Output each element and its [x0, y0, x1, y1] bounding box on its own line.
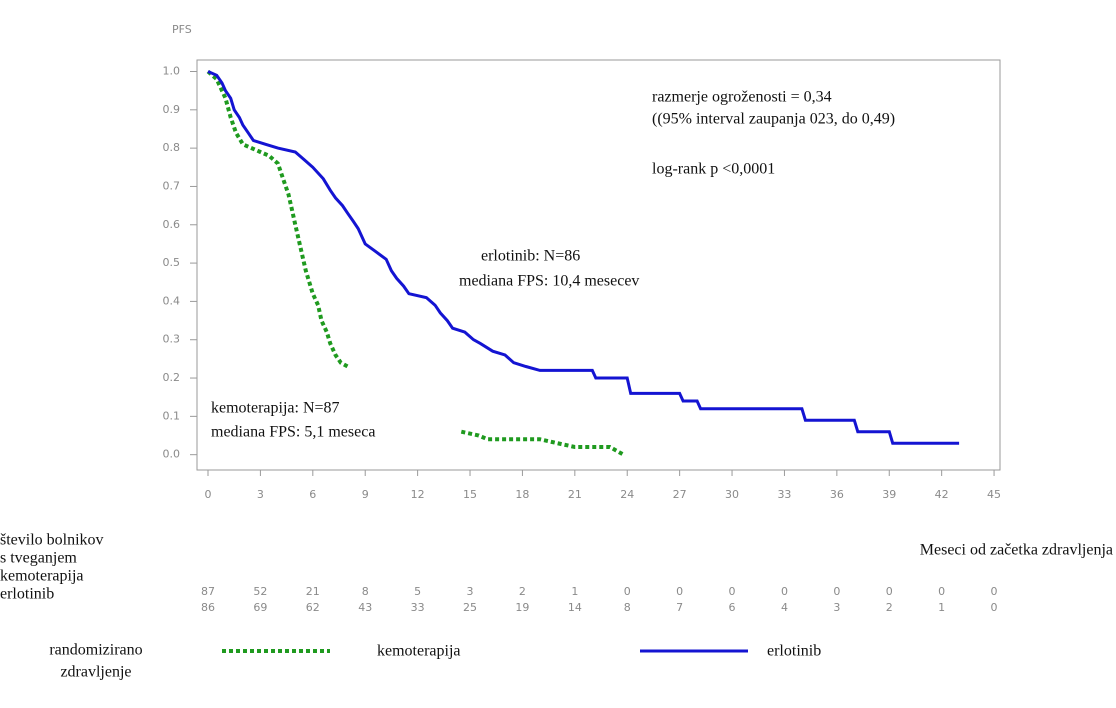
x-axis-label: Meseci od začetka zdravljenja [920, 542, 1113, 559]
annotation: erlotinib: N=86 [481, 248, 580, 265]
y-tick-label: 0.5 [163, 256, 181, 269]
annotation: mediana FPS: 10,4 mesecev [459, 273, 639, 290]
x-tick-label: 3 [257, 488, 264, 501]
y-tick-label: 1.0 [163, 64, 181, 77]
risk-count: 1 [938, 601, 945, 614]
annotation: ((95% interval zaupanja 023, do 0,49) [652, 111, 895, 128]
legend-label: kemoterapija [377, 643, 461, 660]
y-tick-label: 0.9 [163, 103, 181, 116]
y-tick-label: 0.4 [163, 294, 181, 307]
x-tick-label: 39 [882, 488, 896, 501]
risk-count: 0 [624, 585, 631, 598]
risk-count: 0 [729, 585, 736, 598]
y-tick-label: 0.6 [163, 218, 181, 231]
x-tick-label: 6 [309, 488, 316, 501]
risk-count: 0 [886, 585, 893, 598]
x-tick-label: 30 [725, 488, 739, 501]
risk-count: 62 [306, 601, 320, 614]
y-tick-label: 0.0 [163, 448, 181, 461]
risk-table-title: s tveganjem [0, 550, 77, 567]
risk-count: 4 [781, 601, 788, 614]
risk-count: 5 [414, 585, 421, 598]
risk-row-label: kemoterapija [0, 568, 84, 585]
plot-frame [196, 59, 1001, 471]
risk-count: 0 [938, 585, 945, 598]
legend-title: zdravljenje [60, 664, 131, 681]
risk-count: 8 [362, 585, 369, 598]
risk-count: 6 [729, 601, 736, 614]
risk-count: 69 [253, 601, 267, 614]
y-tick-label: 0.3 [163, 333, 181, 346]
risk-count: 21 [306, 585, 320, 598]
risk-count: 2 [519, 585, 526, 598]
y-tick-label: 0.7 [163, 179, 181, 192]
risk-count: 0 [991, 585, 998, 598]
x-tick-label: 15 [463, 488, 477, 501]
risk-count: 14 [568, 601, 582, 614]
risk-count: 3 [467, 585, 474, 598]
x-tick-label: 45 [987, 488, 1001, 501]
y-tick-label: 0.8 [163, 141, 181, 154]
risk-count: 33 [411, 601, 425, 614]
x-tick-label: 9 [362, 488, 369, 501]
y-axis-label: PFS [172, 23, 192, 36]
x-tick-label: 27 [673, 488, 687, 501]
x-tick-label: 24 [620, 488, 634, 501]
risk-count: 8 [624, 601, 631, 614]
risk-count: 43 [358, 601, 372, 614]
risk-count: 3 [833, 601, 840, 614]
risk-count: 0 [781, 585, 788, 598]
risk-count: 19 [515, 601, 529, 614]
annotation: mediana FPS: 5,1 meseca [211, 424, 375, 441]
risk-row-label: erlotinib [0, 586, 54, 603]
risk-count: 0 [676, 585, 683, 598]
x-tick-label: 42 [935, 488, 949, 501]
risk-count: 2 [886, 601, 893, 614]
annotation: kemoterapija: N=87 [211, 400, 340, 417]
risk-count: 0 [833, 585, 840, 598]
x-tick-label: 18 [515, 488, 529, 501]
annotation: log-rank p <0,0001 [652, 161, 775, 178]
risk-count: 7 [676, 601, 683, 614]
x-tick-label: 21 [568, 488, 582, 501]
x-tick-label: 33 [777, 488, 791, 501]
risk-table-title: število bolnikov [0, 532, 104, 549]
risk-count: 25 [463, 601, 477, 614]
y-tick-label: 0.2 [163, 371, 181, 384]
x-tick-label: 36 [830, 488, 844, 501]
risk-count: 0 [991, 601, 998, 614]
legend-title: randomizirano [49, 642, 142, 659]
risk-count: 87 [201, 585, 215, 598]
y-tick-label: 0.1 [163, 409, 181, 422]
risk-count: 1 [571, 585, 578, 598]
km-curve [207, 70, 960, 445]
x-tick-label: 0 [205, 488, 212, 501]
risk-count: 52 [253, 585, 267, 598]
legend-label: erlotinib [767, 643, 821, 660]
x-tick-label: 12 [411, 488, 425, 501]
risk-count: 86 [201, 601, 215, 614]
annotation: razmerje ogroženosti = 0,34 [652, 89, 832, 106]
